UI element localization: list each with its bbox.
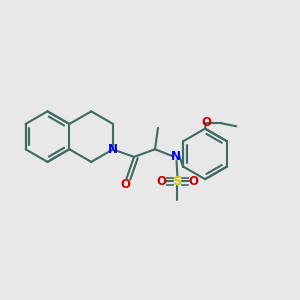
Text: S: S bbox=[172, 175, 182, 188]
Text: O: O bbox=[189, 175, 199, 188]
Text: O: O bbox=[121, 178, 131, 191]
Text: O: O bbox=[201, 116, 211, 129]
Text: N: N bbox=[171, 150, 181, 164]
Text: N: N bbox=[108, 143, 118, 156]
Text: O: O bbox=[156, 175, 166, 188]
